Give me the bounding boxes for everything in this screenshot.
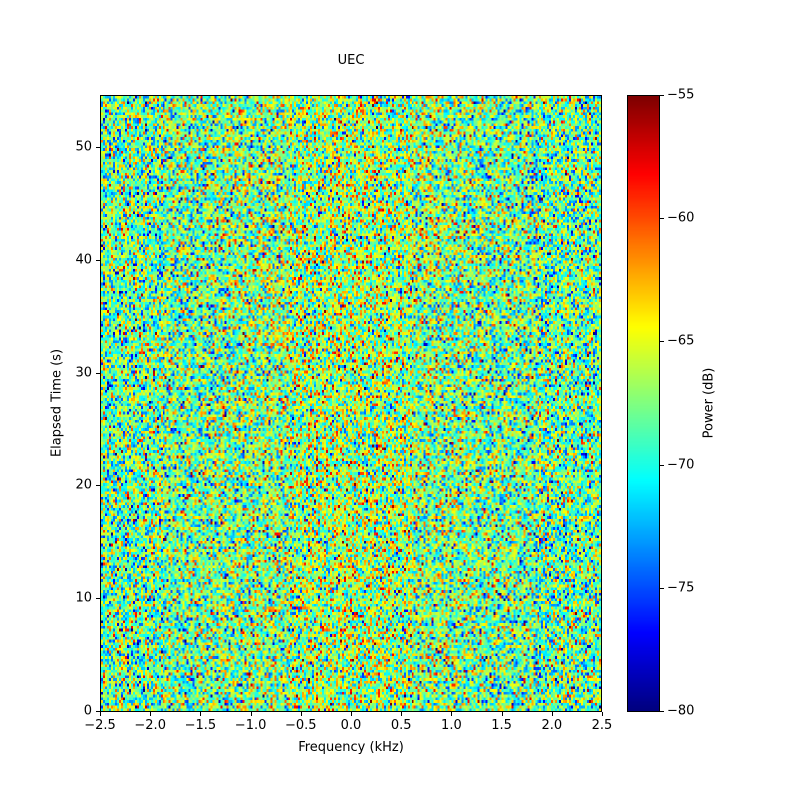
colorbar-tick-label: −70 [667, 457, 695, 473]
y-axis-tick-label: 50 [75, 139, 92, 155]
x-axis-tick [200, 712, 202, 716]
x-axis-tick [300, 712, 302, 716]
colorbar-tick [660, 464, 664, 466]
colorbar-tick-label: −75 [667, 580, 695, 596]
colorbar-tick [660, 587, 664, 589]
y-axis-tick [96, 259, 100, 261]
y-axis-tick [96, 372, 100, 374]
colorbar-tick-label: −60 [667, 210, 695, 226]
x-axis-tick-label: −2.5 [84, 718, 116, 733]
colorbar-tick [660, 341, 664, 343]
y-axis-tick-label: 20 [75, 477, 92, 493]
x-axis-tick [602, 712, 603, 716]
colorbar-tick-label: −65 [667, 333, 695, 349]
x-axis-tick-label: 0.0 [340, 718, 362, 733]
colorbar-tick-label: −80 [667, 703, 695, 719]
x-axis-tick-label: 1.0 [441, 718, 462, 733]
x-axis-tick [401, 712, 403, 716]
x-axis-tick [551, 712, 553, 716]
y-axis-tick [96, 485, 100, 487]
y-axis-tick-label: 0 [83, 703, 92, 719]
x-axis-tick [451, 712, 453, 716]
colorbar-gradient-canvas [628, 96, 659, 711]
x-axis-tick-label: 1.5 [491, 718, 512, 733]
y-axis-tick-label: 10 [75, 590, 92, 606]
x-axis-tick [501, 712, 503, 716]
x-axis-tick-label: −0.5 [285, 718, 317, 733]
colorbar-tick-label: −55 [667, 87, 695, 103]
y-axis-tick-label: 30 [75, 365, 92, 381]
y-axis-label: Elapsed Time (s) [49, 348, 65, 458]
y-axis-tick-label: 40 [75, 252, 92, 268]
x-axis-tick-label: 2.0 [541, 718, 563, 733]
x-axis-tick [100, 712, 101, 716]
chart-title: UEC [337, 53, 365, 68]
x-axis-tick-label: −1.5 [184, 718, 217, 733]
x-axis-label: Frequency (kHz) [298, 740, 404, 755]
x-axis-tick-label: −1.0 [234, 718, 267, 733]
y-axis-tick [96, 711, 100, 712]
colorbar [627, 95, 660, 712]
colorbar-tick [660, 95, 664, 96]
spectrogram-heatmap-canvas [101, 96, 601, 711]
x-axis-tick [351, 712, 352, 716]
x-axis-tick-label: −2.0 [134, 718, 166, 733]
colorbar-tick [660, 218, 664, 220]
spectrogram-plot-area [100, 95, 602, 712]
colorbar-axis-label: Power (dB) [701, 367, 717, 439]
x-axis-tick [250, 712, 252, 716]
y-axis-tick [96, 146, 100, 148]
x-axis-tick-label: 2.5 [591, 718, 613, 733]
colorbar-tick [660, 711, 664, 712]
x-axis-tick-label: 0.5 [390, 718, 412, 733]
y-axis-tick [96, 598, 100, 600]
x-axis-tick [150, 712, 152, 716]
